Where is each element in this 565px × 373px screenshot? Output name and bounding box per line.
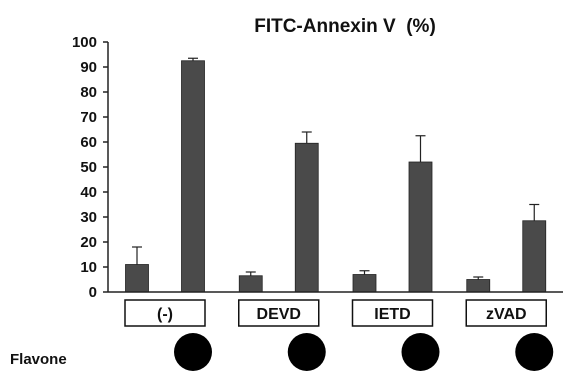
category-box: [238, 299, 320, 327]
bar: [522, 220, 547, 293]
flavone-row-label: Flavone: [10, 351, 67, 368]
y-tick-label: 80: [80, 84, 97, 101]
bar: [238, 275, 263, 293]
category-box: [124, 299, 206, 327]
category-label: DEVD: [257, 306, 301, 323]
bar: [125, 264, 149, 293]
y-tick-label: 10: [80, 259, 97, 276]
y-tick-label: 60: [80, 134, 97, 151]
y-tick-label: 30: [80, 209, 97, 226]
bar: [352, 274, 377, 293]
y-tick-label: 100: [72, 34, 97, 51]
flavone-marker: [174, 333, 212, 371]
y-tick-label: 70: [80, 109, 97, 126]
y-tick-label: 90: [80, 59, 97, 76]
chart-title: FITC-Annexin V (%): [254, 16, 436, 37]
flavone-marker: [287, 333, 326, 371]
flavone-markers: [174, 333, 554, 371]
bar: [294, 142, 319, 293]
y-tick-label: 20: [80, 234, 97, 251]
category-label: IETD: [374, 306, 410, 323]
category-label: (-): [157, 306, 173, 323]
category-box: [465, 299, 547, 327]
category-labels: (-) DEVD IETD zVAD: [124, 299, 547, 327]
y-tick-label: 40: [80, 184, 97, 201]
bar: [408, 161, 433, 293]
y-tick-label: 50: [80, 159, 97, 176]
category-label: zVAD: [486, 306, 527, 323]
category-box: [351, 299, 434, 327]
flavone-marker: [401, 333, 440, 371]
y-tick-label: 0: [89, 284, 97, 301]
bar: [466, 279, 491, 293]
bar: [181, 60, 205, 293]
flavone-marker: [515, 333, 554, 371]
axes: [107, 42, 563, 293]
y-axis-ticks: 0 10 20 30 40 50 60 70 80 90 100: [72, 34, 108, 301]
bar-series: [125, 57, 547, 293]
